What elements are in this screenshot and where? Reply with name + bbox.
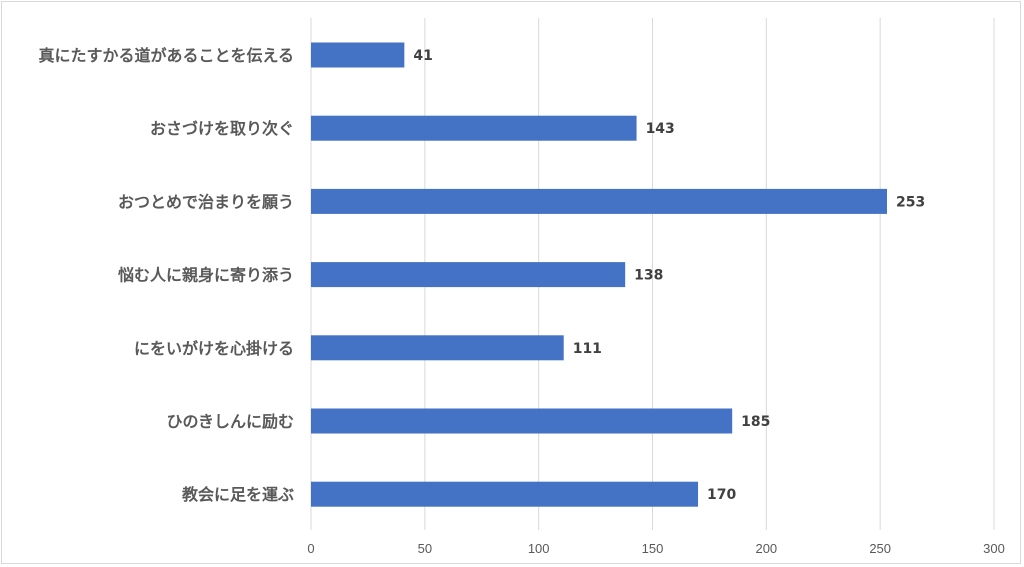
category-label: ひのきしんに励む [166,412,294,431]
data-label: 111 [573,341,602,357]
x-tick-label: 100 [528,541,550,556]
bar [311,335,564,361]
category-label: 教会に足を運ぶ [182,485,294,504]
x-tick-label: 150 [642,541,664,556]
category-label: 真にたすかる道があることを伝える [38,46,294,65]
bar [311,188,887,214]
category-label: 悩む人に親身に寄り添う [118,266,294,285]
bar [311,408,733,434]
data-labels: 41 143 253 138 111 185 170 [413,48,925,503]
category-label: にをいがけを心掛ける [134,339,294,358]
bars [311,42,887,507]
x-tick-label: 200 [755,541,777,556]
data-label: 41 [413,48,432,64]
category-labels: 真にたすかる道があることを伝えるおさづけを取り次ぐおつとめで治まりを願う悩む人に… [38,46,294,504]
data-label: 253 [896,194,925,210]
data-label: 185 [741,414,770,430]
category-label: おさづけを取り次ぐ [150,119,294,138]
x-tick-label: 50 [418,541,432,556]
bar [311,262,626,288]
x-tick-label: 250 [869,541,891,556]
x-tick-label: 0 [307,541,314,556]
data-label: 170 [707,487,736,503]
data-label: 138 [634,268,663,284]
bar [311,42,405,68]
gridlines [310,18,995,530]
bar [311,115,637,141]
x-axis-ticks: 0 50 100 150 200 250 300 [307,541,1004,556]
bar [311,481,699,507]
data-label: 143 [646,121,675,137]
x-tick-label: 300 [983,541,1005,556]
category-label: おつとめで治まりを願う [118,192,294,211]
